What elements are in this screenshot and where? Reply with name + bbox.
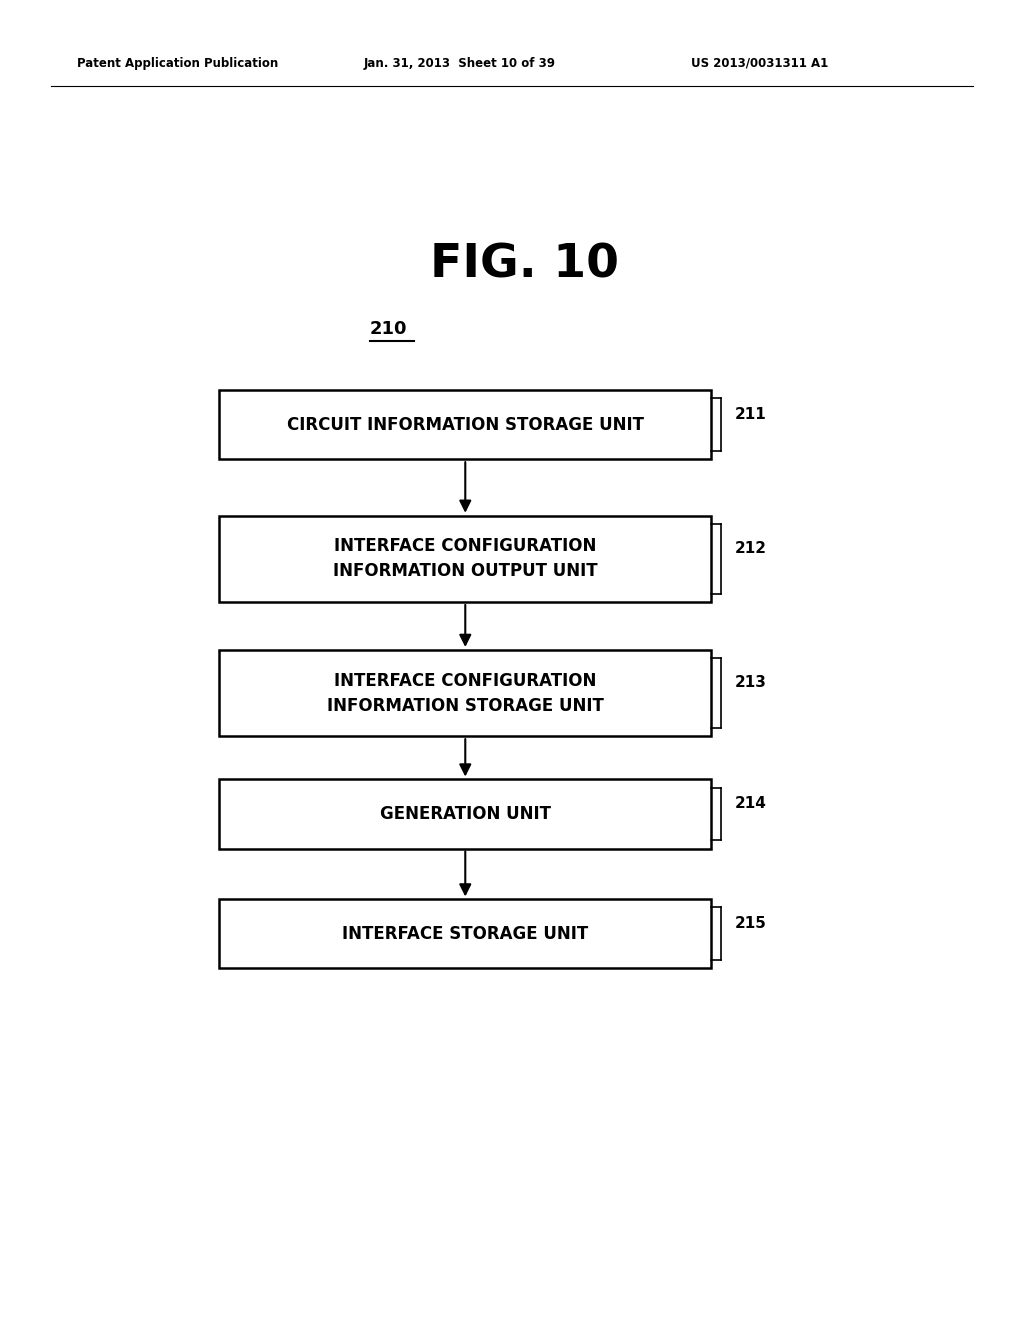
Text: 213: 213 (735, 676, 767, 690)
Text: FIG. 10: FIG. 10 (430, 243, 620, 288)
FancyBboxPatch shape (219, 516, 712, 602)
Text: INTERFACE STORAGE UNIT: INTERFACE STORAGE UNIT (342, 925, 589, 942)
Text: INTERFACE CONFIGURATION
INFORMATION STORAGE UNIT: INTERFACE CONFIGURATION INFORMATION STOR… (327, 672, 604, 714)
FancyBboxPatch shape (219, 779, 712, 849)
Text: Jan. 31, 2013  Sheet 10 of 39: Jan. 31, 2013 Sheet 10 of 39 (364, 57, 555, 70)
FancyBboxPatch shape (219, 649, 712, 737)
Text: GENERATION UNIT: GENERATION UNIT (380, 805, 551, 822)
Text: 214: 214 (735, 796, 767, 812)
Text: 212: 212 (735, 541, 767, 556)
Text: Patent Application Publication: Patent Application Publication (77, 57, 279, 70)
Text: INTERFACE CONFIGURATION
INFORMATION OUTPUT UNIT: INTERFACE CONFIGURATION INFORMATION OUTP… (333, 537, 598, 581)
Text: 210: 210 (370, 321, 408, 338)
Text: US 2013/0031311 A1: US 2013/0031311 A1 (691, 57, 828, 70)
Text: 211: 211 (735, 407, 767, 422)
Text: 215: 215 (735, 916, 767, 931)
FancyBboxPatch shape (219, 391, 712, 459)
Text: CIRCUIT INFORMATION STORAGE UNIT: CIRCUIT INFORMATION STORAGE UNIT (287, 416, 644, 434)
FancyBboxPatch shape (219, 899, 712, 969)
